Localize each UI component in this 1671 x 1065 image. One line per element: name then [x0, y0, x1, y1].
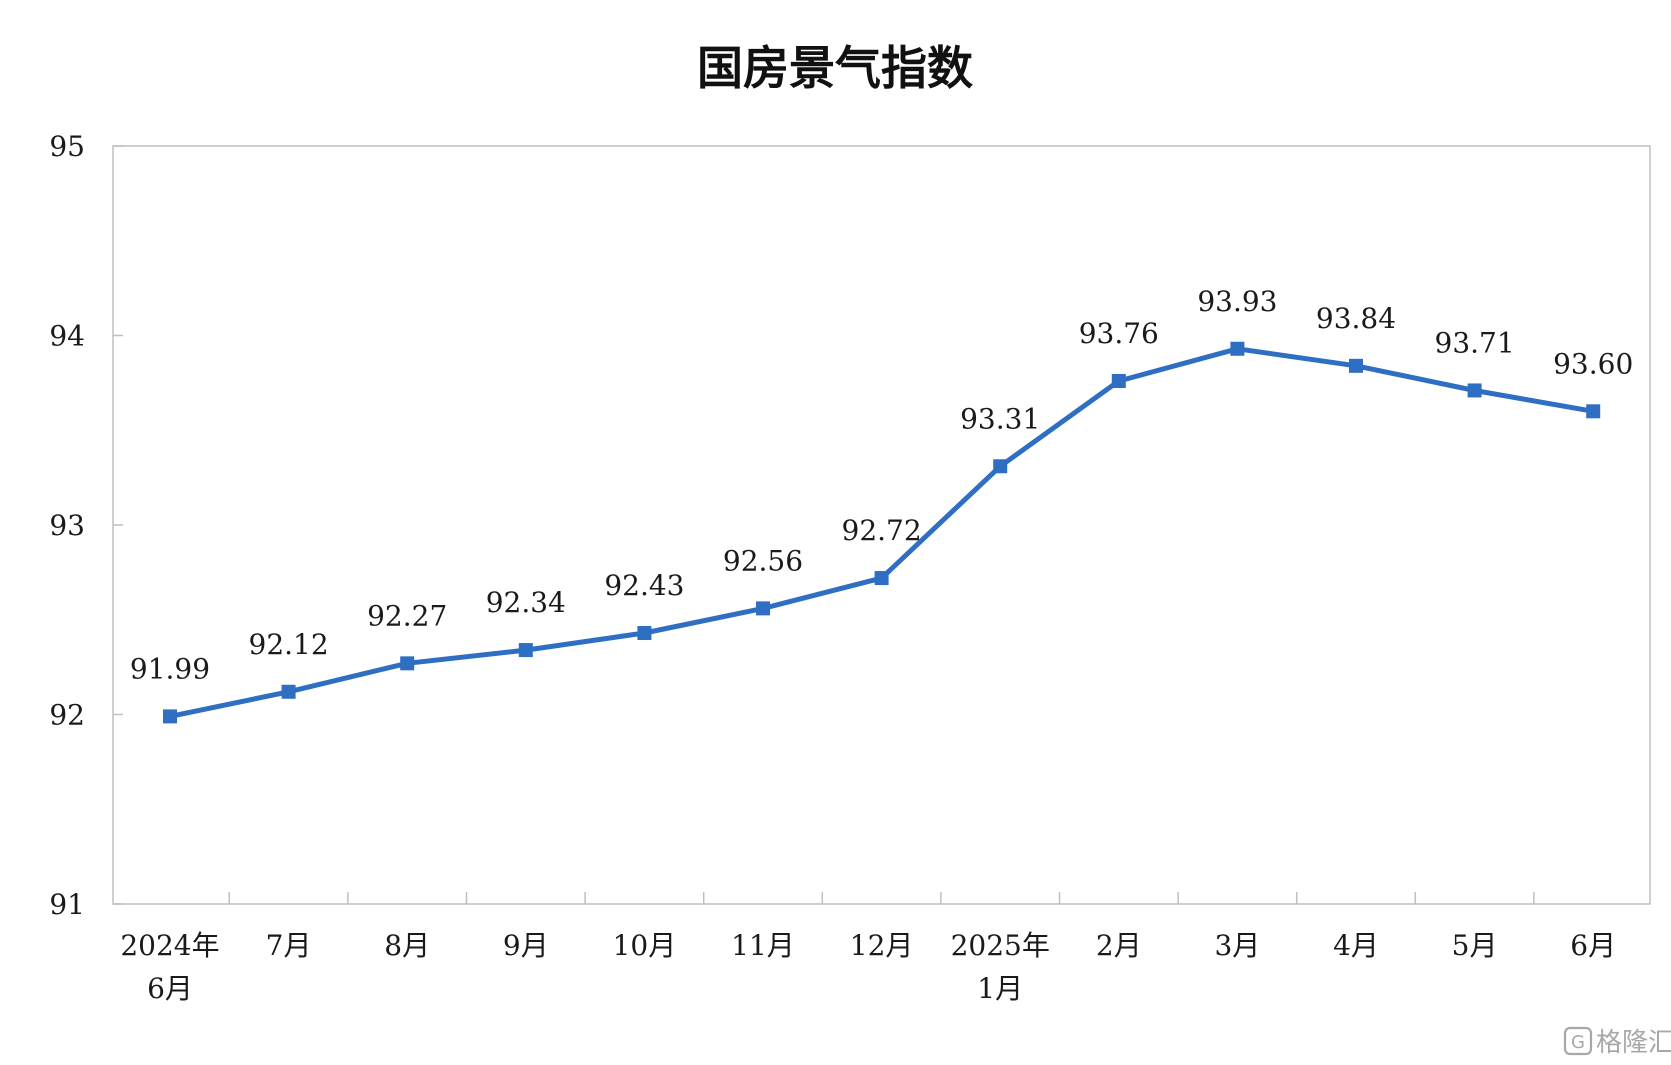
data-point — [637, 626, 652, 641]
data-point — [1586, 404, 1601, 419]
watermark: G 格隆汇 — [1563, 1026, 1671, 1058]
data-label: 92.12 — [249, 628, 329, 661]
data-labels: 91.99 92.12 92.27 92.34 92.43 92.56 92.72 93.31… — [130, 285, 1633, 686]
x-tick-label: 12月 — [850, 929, 914, 962]
data-label: 93.93 — [1197, 285, 1277, 318]
data-point — [281, 684, 296, 699]
data-label: 93.84 — [1316, 302, 1396, 335]
data-label: 92.34 — [486, 586, 566, 619]
y-tick-label: 93 — [49, 509, 85, 542]
series-layer — [163, 341, 1601, 724]
data-point — [518, 643, 533, 658]
y-axis: 91 92 93 94 95 — [49, 130, 123, 921]
glh-logo-icon — [1563, 1026, 1593, 1056]
data-label: 93.76 — [1079, 317, 1159, 350]
data-point — [163, 709, 177, 724]
y-tick-label: 91 — [49, 888, 85, 921]
data-point — [1230, 341, 1245, 356]
data-label: 93.31 — [960, 402, 1040, 435]
x-tick-label: 9月 — [503, 929, 549, 962]
y-tick-label: 94 — [49, 320, 85, 353]
x-tick-label: 2025年 — [951, 929, 1050, 962]
x-tick-label: 10月 — [613, 929, 677, 962]
x-axis: 2024年 6月 7月 8月 9月 10月 11月 12月 2025年 1月 2月 3月 4月 5月 6月 — [120, 892, 1616, 1005]
watermark-text: 格隆汇 — [1596, 1028, 1671, 1058]
data-point — [756, 601, 770, 616]
x-tick-label: 6月 — [147, 972, 193, 1005]
data-point — [1467, 383, 1482, 398]
data-point — [1349, 358, 1363, 373]
x-tick-label: 3月 — [1214, 929, 1260, 962]
x-tick-label: 4月 — [1333, 929, 1379, 962]
y-tick-label: 92 — [49, 699, 85, 732]
data-label: 92.27 — [367, 599, 447, 632]
chart-title: 国房景气指数 — [697, 41, 973, 95]
data-point — [993, 459, 1008, 474]
x-tick-label: 2024年 — [120, 929, 219, 962]
x-tick-label: 11月 — [731, 929, 795, 962]
x-tick-label: 6月 — [1570, 929, 1616, 962]
data-label: 93.71 — [1435, 326, 1515, 359]
data-point — [874, 571, 889, 586]
data-label: 92.56 — [723, 544, 803, 577]
x-tick-label: 2月 — [1096, 929, 1142, 962]
y-tick-label: 95 — [49, 130, 85, 163]
data-label: 93.60 — [1553, 347, 1633, 380]
data-label: 92.72 — [842, 514, 922, 547]
x-tick-label: 8月 — [384, 929, 430, 962]
x-tick-label: 5月 — [1452, 929, 1498, 962]
x-tick-label: 7月 — [266, 929, 312, 962]
data-label: 92.43 — [604, 569, 684, 602]
data-point — [1111, 373, 1126, 388]
data-label: 91.99 — [130, 652, 210, 685]
glh-logo-glyph: G — [1571, 1032, 1585, 1053]
x-tick-label: 1月 — [977, 972, 1023, 1005]
data-point — [400, 656, 415, 671]
